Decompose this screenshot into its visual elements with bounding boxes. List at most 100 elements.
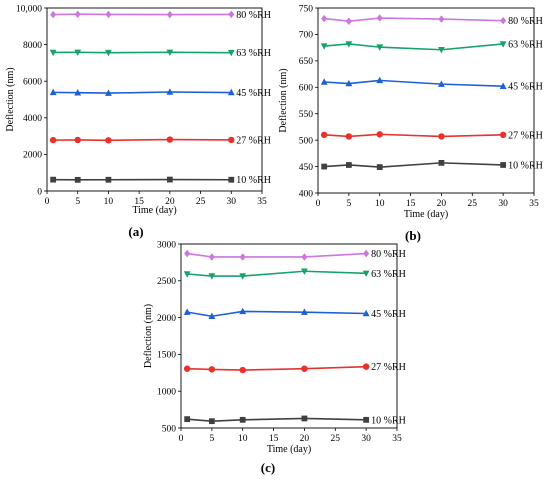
data-point [301, 308, 308, 315]
x-tick-label: 10 [104, 197, 114, 207]
data-point [362, 309, 370, 317]
x-tick-label: 25 [196, 197, 206, 207]
data-point [49, 136, 57, 144]
x-axis-label: Time (day) [267, 444, 311, 455]
data-point [499, 41, 507, 48]
x-tick-label: 15 [269, 434, 279, 444]
plot-frame [46, 7, 263, 192]
data-point [345, 79, 353, 87]
data-point [208, 253, 215, 261]
data-point [50, 176, 57, 183]
series-label: 63 %RH [371, 269, 406, 280]
data-point [345, 17, 352, 25]
y-tick-label: 500 [162, 424, 177, 434]
data-point [228, 136, 235, 144]
x-tick-label: 15 [134, 197, 144, 207]
data-point [499, 82, 507, 89]
data-point [301, 268, 308, 275]
data-point [500, 16, 507, 25]
chart-panel-b: 0 5 10 15 20 25 30 35 400 450 500 550 600 650 700 750 Ti… [278, 4, 543, 243]
data-point [239, 416, 246, 423]
data-point [363, 416, 370, 423]
data-point [321, 14, 328, 23]
y-tick-label: 700 [299, 31, 314, 41]
y-tick-label: 750 [299, 4, 314, 14]
data-point [184, 249, 191, 258]
plot-frame [317, 7, 535, 194]
data-point [320, 78, 328, 85]
data-point [166, 10, 173, 19]
x-axis-label: Time (day) [132, 205, 176, 216]
data-point [301, 253, 308, 261]
data-point [239, 273, 247, 280]
y-tick-label: 10,000 [16, 4, 42, 14]
y-tick-label: 450 [299, 163, 314, 173]
x-tick-label: 30 [498, 199, 508, 209]
data-point [362, 270, 370, 278]
plot-frame [180, 243, 398, 429]
data-point [105, 137, 112, 144]
data-point [49, 49, 57, 57]
series-label: 63 %RH [236, 48, 271, 59]
data-point [320, 131, 328, 139]
series-label: 80 %RH [371, 249, 406, 260]
series-label: 80 %RH [508, 16, 543, 27]
data-point [74, 49, 82, 57]
data-point [239, 307, 247, 315]
data-point [50, 10, 57, 19]
x-tick-label: 10 [375, 199, 385, 209]
data-point [500, 162, 507, 168]
data-point [208, 418, 215, 425]
series-label: 63 %RH [508, 39, 543, 50]
series-label: 45 %RH [371, 309, 406, 320]
data-point [320, 43, 328, 50]
chart-panel-c: 0 5 10 15 20 25 30 35 500 1000 1500 2000 2500 3000 Tim… [143, 240, 406, 475]
data-point [438, 47, 445, 54]
y-tick-label: 400 [299, 189, 314, 199]
data-point [228, 10, 235, 19]
y-tick-label: 2500 [157, 277, 176, 287]
y-tick-label: 1500 [157, 351, 176, 361]
data-point [74, 176, 81, 183]
x-tick-label: 0 [45, 197, 50, 207]
series-label: 80 %RH [236, 10, 271, 21]
y-tick-label: 2000 [23, 151, 42, 161]
x-tick-label: 30 [227, 197, 237, 207]
x-tick-label: 15 [406, 199, 416, 209]
x-tick-label: 30 [361, 434, 371, 444]
x-tick-label: 0 [179, 434, 184, 444]
data-point [345, 133, 353, 140]
data-point [166, 49, 174, 57]
data-point [376, 131, 383, 138]
y-axis-label: Deflection (nm) [143, 304, 154, 368]
x-tick-label: 20 [437, 199, 447, 209]
y-axis-label: Deflection (nm) [5, 67, 16, 131]
data-point [74, 10, 81, 18]
x-tick-label: 20 [300, 434, 310, 444]
series-label: 10 %RH [508, 160, 543, 171]
x-tick-label: 5 [209, 434, 214, 444]
data-point [376, 76, 384, 84]
x-tick-label: 35 [529, 199, 539, 209]
series-label: 27 %RH [508, 130, 543, 141]
data-point [345, 41, 353, 48]
x-tick-label: 35 [257, 197, 267, 207]
data-point [227, 49, 235, 57]
data-point [166, 176, 173, 183]
y-tick-label: 0 [37, 187, 42, 197]
data-point [184, 416, 191, 423]
y-tick-label: 4000 [23, 114, 42, 124]
data-point [363, 249, 370, 258]
data-point [321, 163, 328, 170]
y-tick-label: 650 [299, 57, 314, 67]
series-line [187, 310, 367, 318]
data-point [438, 80, 445, 87]
data-point [499, 131, 507, 139]
data-point [183, 271, 191, 278]
y-tick-label: 6000 [23, 78, 42, 88]
y-tick-label: 1000 [157, 388, 176, 398]
data-point [239, 366, 246, 374]
y-tick-label: 500 [299, 136, 314, 146]
series-label: 27 %RH [371, 362, 406, 373]
